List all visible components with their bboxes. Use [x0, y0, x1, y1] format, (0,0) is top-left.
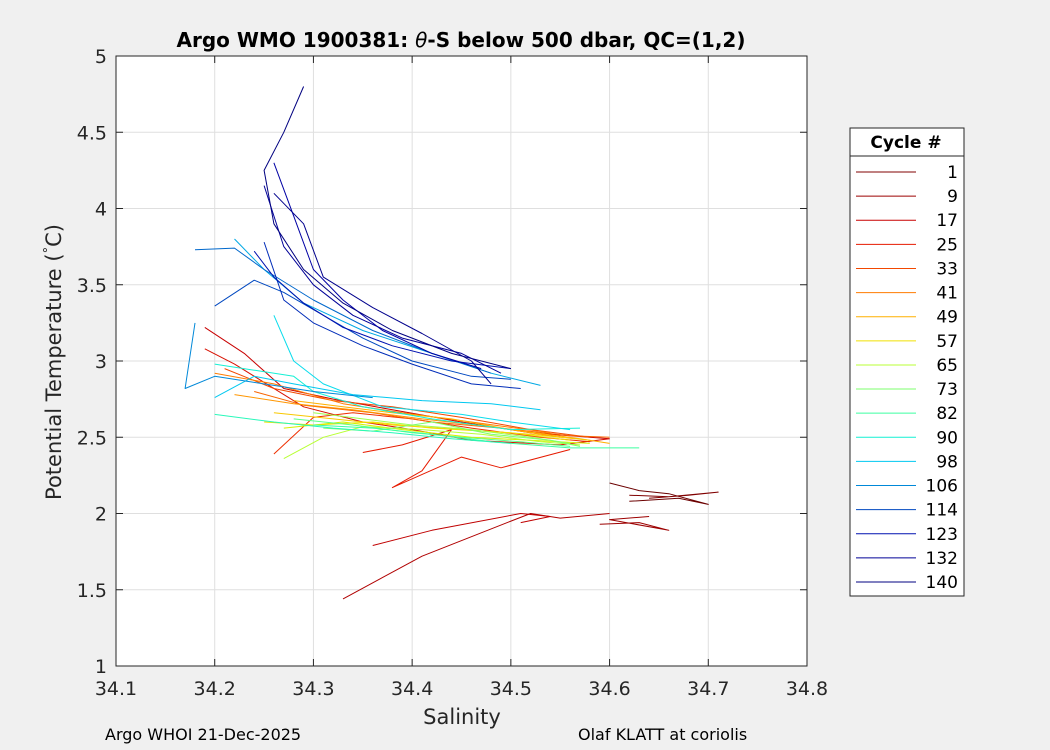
series-line-65: [283, 426, 581, 460]
series-line-90: [214, 363, 581, 431]
legend-entry-label: 90: [936, 428, 958, 448]
legend-entry-label: 57: [936, 332, 958, 352]
series-line-57: [264, 421, 571, 441]
y-tick-label: 2.5: [77, 427, 107, 449]
series-line-15: [372, 513, 551, 546]
x-tick-labels: 34.1 34.2 34.3 34.4 34.5 34.6 34.7 34.8: [95, 678, 828, 700]
series-line-25: [362, 429, 571, 489]
y-tick-label: 1: [95, 656, 107, 678]
y-tick-label: 1.5: [77, 580, 107, 602]
series-line-136: [273, 192, 492, 385]
x-axis-label: Salinity: [423, 705, 501, 729]
x-tick-label: 34.5: [490, 678, 532, 700]
y-tick-labels: 1 1.5 2 2.5 3 3.5 4 4.5 5: [77, 46, 107, 678]
x-tick-label: 34.6: [588, 678, 630, 700]
series-line-106: [184, 322, 373, 399]
series-line-132: [263, 185, 502, 374]
legend-entry-label: 98: [936, 452, 958, 472]
footer-right: Olaf KLATT at coriolis: [578, 725, 747, 744]
chart-title: Argo WMO 1900381: θ-S below 500 dbar, QC…: [177, 28, 746, 52]
y-tick-label: 3: [95, 351, 107, 373]
series-line-1: [609, 482, 709, 505]
y-tick-label: 2: [95, 504, 107, 526]
legend-entry-label: 49: [936, 308, 958, 328]
series-line-98: [214, 375, 541, 411]
series-line-13: [342, 513, 610, 600]
x-tick-label: 34.4: [391, 678, 433, 700]
ticks: [115, 55, 808, 667]
legend-entry-label: 123: [926, 525, 958, 545]
series-line-123: [253, 250, 511, 370]
legend-entry-label: 65: [936, 356, 958, 376]
series-line-127: [273, 162, 482, 370]
legend-entry-label: 9: [947, 187, 958, 207]
legend-title: Cycle #: [870, 133, 941, 153]
legend-entry-label: 132: [926, 549, 958, 569]
legend-entry-label: 106: [926, 477, 958, 497]
y-tick-label: 4.5: [77, 122, 107, 144]
legend-entry-label: 140: [926, 573, 958, 593]
legend: Cycle # 1 9 17 25 33 41 49 57 65 73 82 90 98 106 114 12…: [849, 127, 965, 597]
legend-entry-label: 1: [947, 163, 958, 183]
y-tick-label: 3.5: [77, 275, 107, 297]
series-line-94: [273, 315, 571, 431]
x-tick-label: 34.7: [687, 678, 729, 700]
series-line-5: [629, 491, 719, 499]
y-tick-label: 4: [95, 199, 107, 221]
x-tick-label: 34.2: [194, 678, 236, 700]
footer-left: Argo WHOI 21-Dec-2025: [105, 725, 301, 744]
series-line-86: [214, 413, 511, 444]
y-axis-label: Potential Temperature (°C): [42, 224, 66, 500]
legend-entry-label: 33: [936, 259, 958, 279]
series-line-114: [214, 279, 511, 380]
legend-entry-label: 73: [936, 380, 958, 400]
series-line-69: [313, 412, 571, 444]
legend-entry-label: 17: [936, 211, 958, 231]
legend-items: 1 9 17 25 33 41 49 57 65 73 82 90 98 106 114 123 132 140: [856, 163, 958, 593]
series-line-118: [263, 241, 521, 389]
legend-entry-label: 82: [936, 404, 958, 424]
y-tick-label: 5: [95, 46, 107, 68]
series-line-140: [263, 86, 512, 370]
series-line-9: [599, 516, 670, 531]
x-tick-label: 34.3: [292, 678, 334, 700]
legend-entry-label: 114: [926, 501, 958, 521]
legend-box: [849, 127, 965, 597]
x-tick-label: 34.8: [786, 678, 828, 700]
legend-entry-label: 41: [936, 284, 958, 304]
x-tick-label: 34.1: [95, 678, 137, 700]
series-line-82: [313, 424, 640, 449]
legend-entry-label: 25: [936, 235, 958, 255]
series-layer: [184, 86, 719, 600]
